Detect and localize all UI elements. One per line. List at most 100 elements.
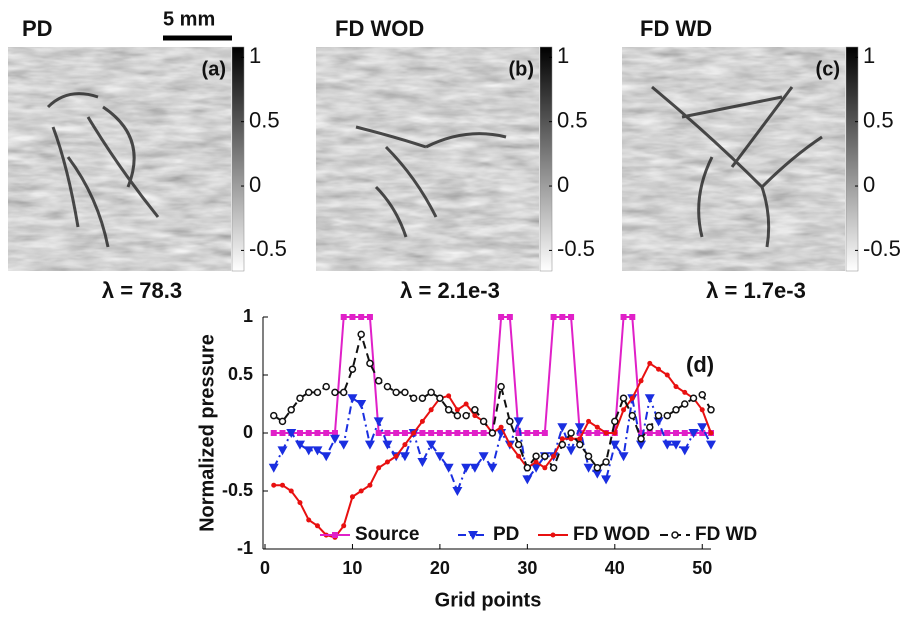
marker [402,442,407,447]
legend-label: FD WOD [573,524,650,545]
legend-label: PD [493,524,519,545]
marker [664,430,670,436]
marker [339,441,349,450]
marker [411,431,416,436]
marker [682,401,688,407]
marker [376,378,382,384]
marker [560,436,565,441]
marker [280,483,285,488]
marker [444,464,454,473]
marker [428,389,434,395]
marker [429,407,434,412]
colorbar-tick-label: 1 [249,43,261,68]
marker [498,314,504,320]
colorbar [846,47,858,271]
marker [499,425,504,430]
panel-tag: (b) [508,58,534,80]
marker [330,435,340,444]
image [316,47,539,271]
marker [367,483,372,488]
colorbar-tick-label: 0.5 [249,107,280,132]
marker [271,430,277,436]
marker [699,392,705,398]
marker [394,454,399,459]
series-line [274,317,711,433]
marker [551,465,557,471]
marker [619,452,629,461]
colorbar [232,47,244,271]
panel-title: PD [22,16,53,41]
lambda-label: λ = 78.3 [102,278,182,303]
marker [417,458,427,467]
panel-title: FD WD [640,16,712,41]
marker [411,395,417,401]
marker [586,430,592,436]
marker [454,430,460,436]
x-tick-label: 10 [342,558,362,578]
marker [673,407,679,413]
marker [463,413,469,419]
marker [289,489,294,494]
x-tick-label: 0 [260,558,270,578]
marker [594,430,600,436]
colorbar [540,47,552,271]
panel-title: FD WOD [335,16,424,41]
marker [461,464,471,473]
marker [419,395,425,401]
colorbar-tick-label: 1 [557,43,569,68]
marker [279,418,285,424]
colorbar-tick-label: -0.5 [557,236,595,261]
marker [385,460,390,465]
y-tick-label: 0.5 [228,364,253,384]
marker [393,430,399,436]
x-tick-label: 40 [605,558,625,578]
marker [680,446,690,455]
marker [516,442,522,448]
marker [347,394,357,403]
marker [341,523,346,528]
marker [463,430,469,436]
marker [691,395,697,401]
marker [516,454,521,459]
marker [604,431,609,436]
lambda-label: λ = 1.7e-3 [706,278,806,303]
scale-bar-label: 5 mm [163,8,215,30]
marker [629,413,635,419]
marker [682,430,688,436]
y-axis-label: Normalized pressure [196,334,218,532]
marker [323,384,329,390]
marker [629,314,635,320]
legend-label: Source [355,524,419,545]
legend-label: FD WD [695,524,757,545]
marker [455,407,460,412]
marker [542,453,548,459]
marker [577,442,583,448]
marker [524,430,530,436]
marker [350,494,355,499]
marker [559,314,565,320]
marker [321,452,331,461]
y-tick-label: -0.5 [222,480,253,500]
marker [586,419,591,424]
marker [621,395,627,401]
y-tick-label: -1 [237,538,253,558]
panel-tag: (c) [816,58,840,80]
marker [420,419,425,424]
marker [446,407,452,413]
marker [472,407,478,413]
marker [522,475,532,484]
x-tick-label: 50 [692,558,712,578]
marker [297,430,303,436]
colorbar-tick-label: -0.5 [863,236,901,261]
marker [524,465,530,471]
marker [594,465,600,471]
marker [489,430,495,436]
marker [279,430,285,436]
marker [584,464,594,473]
marker [277,446,287,455]
marker [315,523,320,528]
x-tick-label: 30 [517,558,537,578]
marker [514,417,524,426]
marker [367,314,373,320]
marker [376,465,381,470]
